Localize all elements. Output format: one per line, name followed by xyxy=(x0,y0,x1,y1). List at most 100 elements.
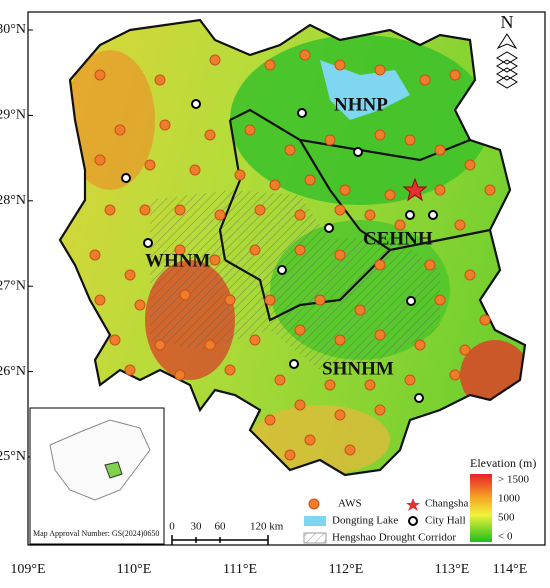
aws-station xyxy=(354,304,366,316)
aws-station xyxy=(154,74,166,86)
aws-station xyxy=(89,249,101,261)
lon-label: 110°E xyxy=(117,562,152,577)
aws-station xyxy=(234,169,246,181)
aws-station xyxy=(124,269,136,281)
aws-station xyxy=(374,404,386,416)
aws-station xyxy=(334,409,346,421)
aws-station xyxy=(139,204,151,216)
aws-station xyxy=(154,339,166,351)
lon-label: 112°E xyxy=(329,562,364,577)
aws-station xyxy=(174,244,186,256)
aws-station xyxy=(434,294,446,306)
legend: AWS Changsha Dongting Lake City Hall Hen… xyxy=(303,498,469,544)
aws-station xyxy=(374,329,386,341)
aws-station xyxy=(179,289,191,301)
aws-station xyxy=(214,209,226,221)
aws-station xyxy=(294,209,306,221)
legend-label: Hengshao Drought Corridor xyxy=(332,532,456,544)
aws-station xyxy=(294,244,306,256)
aws-station xyxy=(224,294,236,306)
lon-labels: 109°E 110°E 111°E 112°E 113°E 114°E xyxy=(10,562,527,577)
aws-station xyxy=(189,164,201,176)
region-label: NHNP xyxy=(334,94,388,115)
north-label: N xyxy=(501,12,514,32)
lat-labels: 30°N 29°N 28°N 27°N 26°N 25°N xyxy=(0,22,33,464)
legend-label: Changsha xyxy=(425,498,469,510)
aws-station xyxy=(434,144,446,156)
aws-station xyxy=(244,124,256,136)
aws-station xyxy=(374,259,386,271)
lon-label: 114°E xyxy=(493,562,528,577)
north-arrow: N xyxy=(496,12,518,89)
lat-label: 30°N xyxy=(0,22,26,37)
lon-label: 113°E xyxy=(435,562,470,577)
aws-station xyxy=(264,414,276,426)
aws-station xyxy=(344,444,356,456)
scale-label: 0 xyxy=(169,521,175,533)
aws-station xyxy=(404,374,416,386)
elevation-label: > 1500 xyxy=(498,474,529,486)
aws-station xyxy=(449,69,461,81)
aws-station xyxy=(174,204,186,216)
aws-station xyxy=(264,59,276,71)
elevation-title: Elevation (m) xyxy=(470,456,536,470)
legend-label: City Hall xyxy=(425,515,466,527)
aws-station xyxy=(209,254,221,266)
region-boundaries xyxy=(58,18,527,477)
aws-station xyxy=(209,54,221,66)
aws-station xyxy=(104,204,116,216)
changsha-star xyxy=(402,177,428,202)
inset-note: Map Approval Number: GS(2024)0650 xyxy=(33,529,159,538)
aws-station xyxy=(94,69,106,81)
aws-station xyxy=(464,159,476,171)
aws-station xyxy=(339,184,351,196)
aws-station xyxy=(364,209,376,221)
aws-station xyxy=(204,339,216,351)
aws-station xyxy=(274,374,286,386)
legend-label: AWS xyxy=(338,498,362,510)
aws-station xyxy=(224,364,236,376)
aws-station xyxy=(454,219,466,231)
scale-label: 60 xyxy=(215,521,227,533)
aws-station xyxy=(414,339,426,351)
aws-station xyxy=(294,399,306,411)
scale-label: 30 xyxy=(191,521,203,533)
aws-station xyxy=(334,59,346,71)
aws-station xyxy=(264,294,276,306)
aws-station xyxy=(324,379,336,391)
aws-station xyxy=(204,129,216,141)
city-halls xyxy=(121,99,438,403)
aws-station xyxy=(374,129,386,141)
aws-station xyxy=(284,449,296,461)
legend-label: Dongting Lake xyxy=(332,515,398,527)
aws-station xyxy=(464,269,476,281)
aws-station xyxy=(109,334,121,346)
aws-station xyxy=(334,334,346,346)
aws-station xyxy=(94,154,106,166)
aws-station xyxy=(334,204,346,216)
inset-hunan xyxy=(104,461,123,479)
scale-bar: 0 30 60 120 km xyxy=(169,521,284,545)
aws-station xyxy=(269,179,281,191)
elevation-label: 1000 xyxy=(498,493,521,505)
aws-station xyxy=(459,344,471,356)
aws-station xyxy=(174,369,186,381)
aws-station xyxy=(374,64,386,76)
lat-label: 28°N xyxy=(0,193,26,208)
lat-label: 29°N xyxy=(0,108,26,123)
aws-station xyxy=(434,184,446,196)
aws-station xyxy=(404,134,416,146)
scale-label: 120 km xyxy=(250,521,284,533)
aws-station xyxy=(304,174,316,186)
lon-label: 109°E xyxy=(10,562,45,577)
aws-station xyxy=(299,49,311,61)
aws-station xyxy=(134,299,146,311)
aws-station xyxy=(124,364,136,376)
aws-station xyxy=(484,184,496,196)
elevation-legend: Elevation (m) > 1500 1000 500 < 0 xyxy=(470,456,536,543)
aws-station xyxy=(284,144,296,156)
elevation-label: < 0 xyxy=(498,531,513,543)
aws-station xyxy=(314,294,326,306)
aws-stations xyxy=(89,49,496,461)
